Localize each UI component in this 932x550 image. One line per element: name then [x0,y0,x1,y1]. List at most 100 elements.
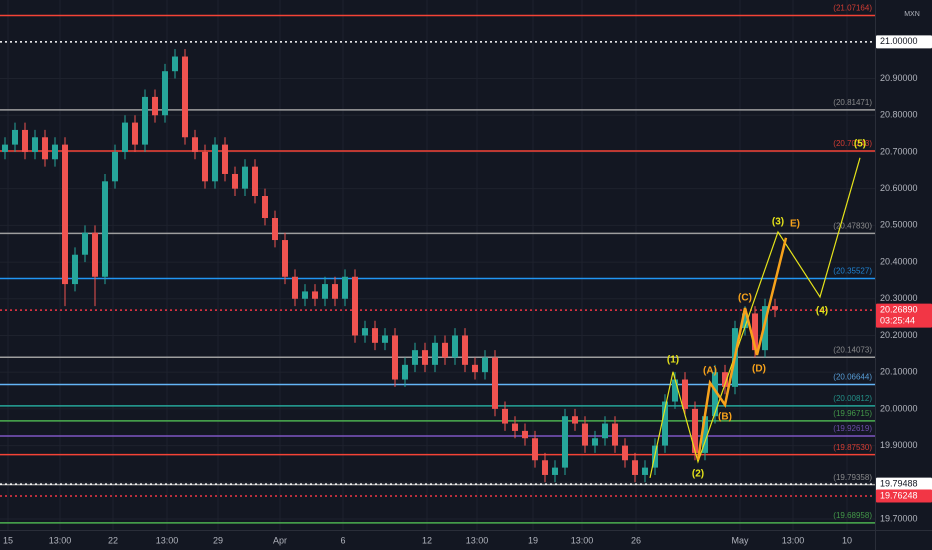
candle-body [452,335,458,358]
x-tick-label: 13:00 [156,535,179,545]
wave-label: (B) [718,411,732,422]
candle-body [292,276,298,299]
candle-body [172,56,178,72]
x-tick-label: 22 [108,535,118,545]
candle-body [132,122,138,145]
candle-body [552,467,558,475]
candle-body [152,96,158,116]
candle-body [662,401,668,446]
wave-path [696,237,788,461]
candle-body [602,423,608,439]
candle-body [692,408,698,453]
level-label: (20.35527) [833,267,872,276]
candle-body [752,313,758,351]
candle-body [32,137,38,152]
wave-label: (4) [816,306,828,317]
candle-body [202,151,208,182]
level-label: (20.06644) [833,373,872,382]
candle-body [532,438,538,461]
candle-body [182,56,188,138]
level-label: (20.70243) [833,139,872,148]
y-tick-label: 20.60000 [880,183,918,193]
candle-body [512,423,518,431]
candle-body [62,144,68,285]
candle-body [82,232,88,255]
wave-label: (D) [752,364,766,375]
wave-label: (2) [692,468,704,479]
candle-body [622,445,628,461]
candle-body [282,240,288,277]
candle-body [302,291,308,299]
wave-label: (5) [854,138,866,149]
price-badge-label: 20.26890 [880,305,918,315]
level-label: (21.07164) [833,4,872,13]
candle-body [112,151,118,182]
candle-body [232,173,238,189]
candle-body [362,328,368,336]
candle-body [612,423,618,446]
x-tick-label: 29 [213,535,223,545]
candle-body [242,166,248,189]
y-tick-label: 19.90000 [880,440,918,450]
level-label: (19.92619) [833,424,872,433]
candle-body [712,372,718,417]
candle-body [642,467,648,475]
y-tick-label: 20.20000 [880,330,918,340]
candle-body [382,335,388,343]
price-badge-label: 21.00000 [880,36,918,46]
candle-body [742,313,748,329]
candle-body [482,357,488,373]
x-tick-label: 10 [842,535,852,545]
candle-body [472,364,478,373]
price-badge [876,489,932,503]
candle-body [422,350,428,365]
candle-body [122,122,128,152]
wave-label: (3) [772,217,784,228]
candle-body [492,357,498,409]
wave-label: (A) [703,365,717,376]
candle-body [342,276,348,299]
candle-body [262,195,268,219]
x-tick-label: 12 [422,535,432,545]
candle-body [332,284,338,299]
level-label: (19.68958) [833,511,872,520]
candle-body [542,460,548,475]
x-tick-label: 26 [631,535,641,545]
candle-body [162,71,168,116]
x-tick-label: 13:00 [466,535,489,545]
candle-body [582,423,588,446]
y-tick-label: 20.00000 [880,403,918,413]
candle-body [412,350,418,365]
candle-body [562,416,568,468]
y-tick-label: 20.80000 [880,110,918,120]
price-badge-label: 19.76248 [880,490,918,500]
candle-body [402,364,408,380]
candle-body [222,144,228,174]
candle-body [22,129,28,152]
wave-label: (1) [667,354,679,365]
level-label: (19.87530) [833,443,872,452]
x-tick-label: May [731,535,749,545]
candle-body [392,335,398,380]
candle-body [2,144,8,152]
y-tick-label: 20.70000 [880,146,918,156]
candle-body [372,328,378,343]
level-label: (20.81471) [833,98,872,107]
y-tick-label: 20.40000 [880,256,918,266]
candle-body [92,232,98,277]
candle-body [272,218,278,241]
candle-body [72,254,78,285]
candle-body [322,284,328,299]
wave-label: (C) [738,293,752,304]
countdown-label: 03:25:44 [880,316,915,326]
x-tick-label: Apr [273,535,287,545]
candle-body [212,144,218,182]
candle-body [772,306,778,310]
x-tick-label: 13:00 [782,535,805,545]
candle-body [672,379,678,402]
candle-body [462,335,468,365]
wave-label: E) [790,218,800,229]
y-tick-label: 20.10000 [880,367,918,377]
